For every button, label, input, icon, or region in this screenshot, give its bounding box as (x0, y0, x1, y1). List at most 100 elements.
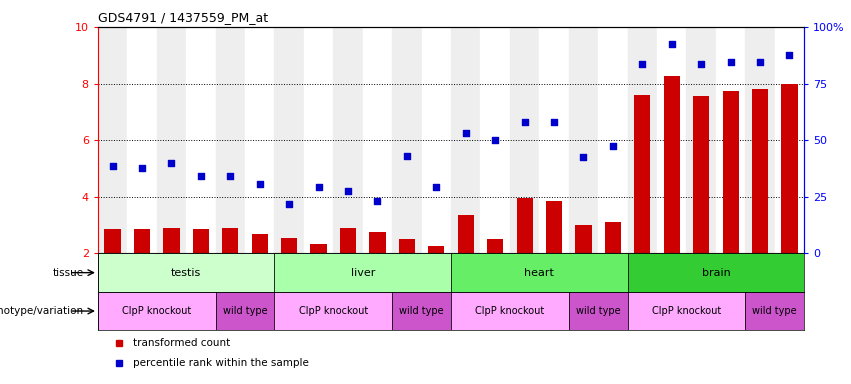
Bar (451, 27, 481, 253)
Bar (693, 96, 709, 253)
Text: ClpP knockout: ClpP knockout (299, 306, 368, 316)
Point (459, 130, 472, 136)
Bar (664, 76, 680, 253)
Bar (487, 239, 503, 253)
Bar (627, 292, 745, 330)
Point (106, 162, 119, 169)
Bar (215, 292, 274, 330)
Bar (340, 228, 356, 253)
Bar (428, 247, 444, 253)
Bar (745, 27, 774, 253)
Text: brain: brain (701, 268, 730, 278)
Text: tissue: tissue (53, 268, 83, 278)
Bar (186, 27, 215, 253)
Bar (274, 292, 392, 330)
Bar (716, 27, 745, 253)
Bar (157, 27, 186, 253)
Point (694, 61, 708, 67)
Text: liver: liver (351, 268, 375, 278)
Bar (481, 27, 510, 253)
Bar (546, 201, 563, 253)
Bar (281, 238, 297, 253)
Bar (252, 233, 268, 253)
Point (283, 201, 296, 207)
Bar (274, 253, 451, 292)
Bar (245, 27, 274, 253)
Bar (745, 292, 804, 330)
Point (135, 166, 149, 172)
Point (636, 61, 649, 67)
Text: transformed count: transformed count (133, 338, 231, 348)
Bar (215, 27, 245, 253)
Bar (274, 27, 304, 253)
Bar (421, 27, 451, 253)
Point (194, 172, 208, 179)
Point (341, 188, 355, 194)
Bar (311, 243, 327, 253)
Text: testis: testis (171, 268, 202, 278)
Point (371, 198, 385, 204)
Point (665, 41, 678, 47)
Bar (540, 27, 568, 253)
Text: ClpP knockout: ClpP knockout (122, 306, 191, 316)
Text: wild type: wild type (752, 306, 797, 316)
Bar (369, 232, 386, 253)
Bar (687, 27, 716, 253)
Text: percentile rank within the sample: percentile rank within the sample (133, 358, 309, 368)
Point (224, 172, 237, 179)
Text: GDS4791 / 1437559_PM_at: GDS4791 / 1437559_PM_at (98, 11, 268, 24)
Text: wild type: wild type (576, 306, 620, 316)
Bar (392, 292, 451, 330)
Bar (634, 95, 650, 253)
Point (164, 160, 178, 166)
Bar (392, 27, 421, 253)
Bar (568, 292, 627, 330)
Bar (363, 27, 392, 253)
Bar (98, 27, 128, 253)
Bar (222, 228, 238, 253)
Bar (605, 222, 621, 253)
Bar (451, 253, 627, 292)
Bar (451, 292, 568, 330)
Bar (774, 27, 804, 253)
Bar (134, 229, 150, 253)
Point (606, 143, 620, 149)
Text: wild type: wild type (223, 306, 267, 316)
Bar (510, 27, 540, 253)
Point (577, 154, 591, 160)
Point (400, 153, 414, 159)
Point (311, 184, 325, 190)
Bar (399, 239, 415, 253)
Point (253, 181, 266, 187)
Bar (627, 253, 804, 292)
Bar (598, 27, 627, 253)
Bar (517, 198, 533, 253)
Bar (575, 225, 591, 253)
Bar (163, 228, 180, 253)
Text: heart: heart (524, 268, 554, 278)
Bar (568, 27, 598, 253)
Text: genotype/variation: genotype/variation (0, 306, 83, 316)
Bar (98, 253, 274, 292)
Point (783, 52, 797, 58)
Point (753, 59, 767, 65)
Text: ClpP knockout: ClpP knockout (652, 306, 721, 316)
Text: wild type: wild type (399, 306, 444, 316)
Bar (98, 292, 215, 330)
Bar (128, 27, 157, 253)
Bar (458, 215, 474, 253)
Point (430, 184, 443, 190)
Bar (657, 27, 687, 253)
Point (488, 137, 502, 143)
Bar (304, 27, 334, 253)
Bar (722, 91, 739, 253)
Point (724, 59, 738, 65)
Point (547, 119, 561, 125)
Bar (627, 27, 657, 253)
Text: ClpP knockout: ClpP knockout (475, 306, 545, 316)
Bar (193, 229, 209, 253)
Bar (105, 229, 121, 253)
Bar (781, 84, 797, 253)
Bar (334, 27, 363, 253)
Point (517, 119, 531, 125)
